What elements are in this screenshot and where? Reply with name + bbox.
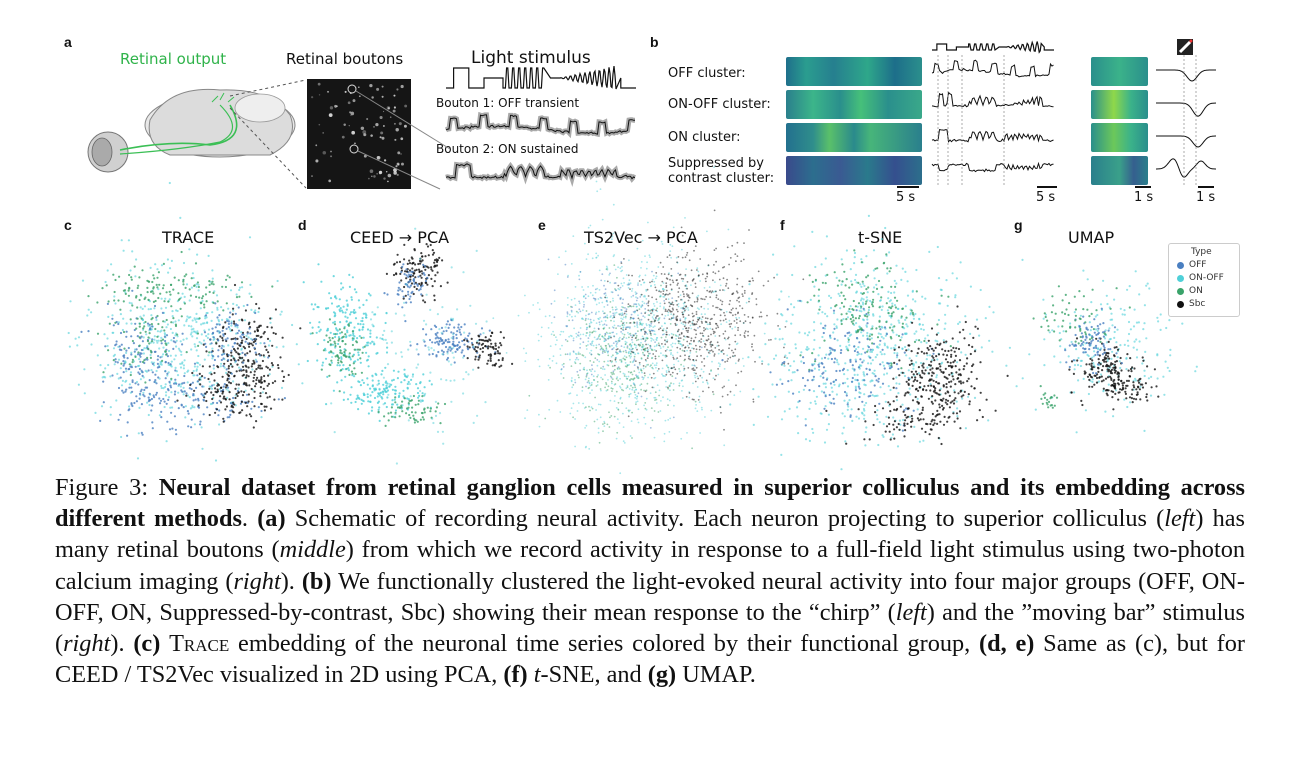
scale-label-1s-trace: 1 s	[1196, 190, 1216, 205]
scale-bar-5s-heatmap	[897, 186, 919, 188]
cluster-label-on: ON cluster:	[668, 130, 741, 145]
moving-bar-icon	[1177, 39, 1193, 55]
legend-item-sbc: Sbc	[1177, 299, 1205, 309]
retinal-boutons-label: Retinal boutons	[286, 50, 404, 68]
legend-swatch-on	[1177, 287, 1184, 295]
heatmap-bar-on-off	[1091, 90, 1148, 119]
bouton1-trace	[444, 111, 635, 139]
legend-item-on-off: ON-OFF	[1177, 273, 1224, 283]
legend-item-off: OFF	[1177, 260, 1206, 270]
heatmap-chirp-off	[786, 57, 922, 86]
retinal-output-label: Retinal output	[120, 50, 227, 68]
cluster-label-sbc-2: contrast cluster:	[668, 171, 775, 186]
cluster-label-on-off: ON-OFF cluster:	[668, 97, 771, 112]
bouton-dots	[311, 82, 408, 183]
panel-d-title: CEED → PCA	[350, 228, 450, 247]
heatmap-bar-on	[1091, 123, 1148, 152]
bouton2-trace	[445, 160, 636, 187]
panel-c-title: TRACE	[162, 228, 215, 247]
heatmap-chirp-on-off	[786, 90, 922, 119]
caption-title: Neural dataset from retinal ganglion cel…	[55, 474, 1245, 533]
embedding-scatter-trace	[67, 181, 304, 462]
chirp-mean-traces	[931, 55, 1054, 187]
type-legend: Type OFF ON-OFF ON Sbc	[1168, 243, 1240, 317]
bouton-pointers	[347, 84, 451, 190]
heatmap-bar-sbc	[1091, 156, 1148, 185]
scale-bar-5s-trace	[1037, 186, 1057, 188]
bouton2-label: Bouton 2: ON sustained	[436, 142, 579, 156]
panel-g-title: UMAP	[1068, 228, 1115, 247]
heatmap-chirp-sbc	[786, 156, 922, 185]
light-stimulus-trace	[446, 66, 636, 90]
panel-c-label: c	[64, 217, 72, 233]
heatmap-chirp-on	[786, 123, 922, 152]
light-stimulus-label: Light stimulus	[471, 48, 591, 68]
panel-f-title: t-SNE	[858, 228, 903, 247]
scale-label-5s-heatmap: 5 s	[896, 190, 916, 205]
embedding-scatter-ceed	[302, 227, 514, 465]
legend-item-on: ON	[1177, 286, 1203, 296]
heatmap-bar-off	[1091, 57, 1148, 86]
panel-e-label: e	[538, 217, 546, 233]
zoom-lines	[229, 79, 307, 189]
brain-schematic	[87, 88, 296, 173]
legend-title: Type	[1191, 247, 1212, 257]
embedding-scatter-umap	[1015, 269, 1198, 434]
chirp-stimulus-trace	[932, 40, 1054, 54]
embedding-scatter-tsne	[721, 214, 1024, 471]
cluster-label-off: OFF cluster:	[668, 66, 746, 81]
scale-bar-1s-trace	[1198, 186, 1214, 188]
legend-swatch-off	[1177, 261, 1184, 269]
scale-label-5s-trace: 5 s	[1036, 190, 1056, 205]
scale-label-1s-heatmap: 1 s	[1134, 190, 1154, 205]
panel-a-label: a	[64, 34, 72, 50]
panel-g-label: g	[1014, 217, 1023, 233]
panel-b-label: b	[650, 34, 659, 50]
moving-bar-mean-traces	[1156, 55, 1217, 187]
legend-swatch-on-off	[1177, 274, 1184, 282]
cluster-label-sbc-1: Suppressed by	[668, 156, 764, 171]
panel-d-label: d	[298, 217, 307, 233]
bouton1-label: Bouton 1: OFF transient	[436, 96, 580, 110]
scale-bar-1s-heatmap	[1135, 186, 1151, 188]
panel-f-label: f	[780, 217, 785, 233]
legend-swatch-sbc	[1177, 300, 1184, 308]
embedding-scatter-ts2vec	[492, 166, 805, 475]
figure-caption: Figure 3: Neural dataset from retinal ga…	[55, 474, 1245, 689]
panel-e-title: TS2Vec → PCA	[584, 228, 698, 247]
